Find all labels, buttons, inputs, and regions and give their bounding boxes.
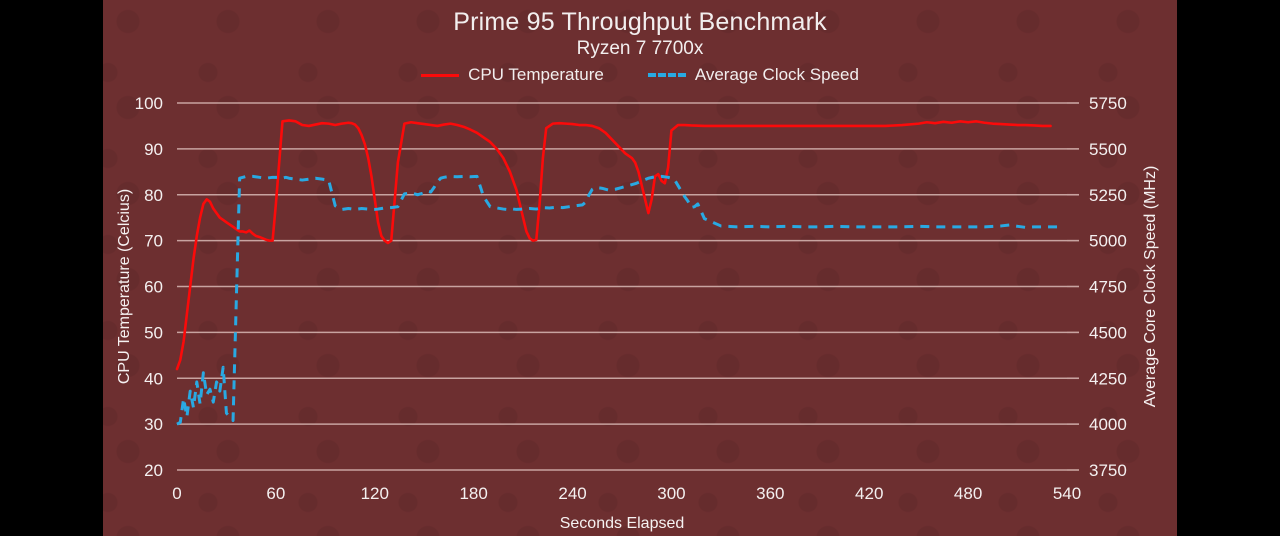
right-axis-ticks: 3750 4000 4250 4500 4750 5000 5250 5500 5750 xyxy=(1067,94,1127,480)
y-axis-left-tick-label: 50 xyxy=(144,323,163,342)
y-axis-left-tick-label: 90 xyxy=(144,140,163,159)
plot-area: 20 30 40 50 60 70 80 90 100 3750 4000 4250 4500 4750… xyxy=(103,0,1177,536)
x-axis-tick-label: 480 xyxy=(954,484,982,503)
y-axis-left-tick-label: 20 xyxy=(144,461,163,480)
y-axis-left-tick-label: 70 xyxy=(144,232,163,251)
y-axis-right-tick-label: 3750 xyxy=(1089,461,1127,480)
series-layer xyxy=(175,119,1059,426)
x-axis-ticks: 0 60 120 180 240 300 360 420 480 540 xyxy=(172,484,1081,503)
legend-swatch-solid-icon xyxy=(421,73,460,77)
chart-subtitle: Ryzen 7 7700x xyxy=(576,38,704,59)
x-axis-tick-label: 0 xyxy=(172,484,181,503)
y-axis-right-tick-label: 5750 xyxy=(1089,94,1127,113)
y-axis-right-tick-label: 4250 xyxy=(1089,369,1127,388)
x-axis-tick-label: 120 xyxy=(361,484,389,503)
y-axis-right-tick-label: 5500 xyxy=(1089,140,1127,159)
plot-svg: 20 30 40 50 60 70 80 90 100 3750 4000 4250 4500 4750… xyxy=(116,94,1159,532)
x-axis-tick-label: 420 xyxy=(855,484,883,503)
y-axis-right-tick-label: 4750 xyxy=(1089,278,1127,297)
y-axis-right-tick-label: 4000 xyxy=(1089,415,1127,434)
chart-legend: CPU Temperature Average Clock Speed xyxy=(103,65,1177,85)
series-line-average-clock-speed xyxy=(176,174,1059,426)
legend-label-average-clock-speed: Average Clock Speed xyxy=(694,65,859,84)
chart-canvas: Prime 95 Throughput Benchmark Ryzen 7 77… xyxy=(103,0,1177,536)
y-axis-left-title: CPU Temperature (Celcius) xyxy=(116,189,133,384)
y-axis-right-tick-label: 5000 xyxy=(1089,232,1127,251)
y-axis-right-title: Average Core Clock Speed (MHz) xyxy=(1142,166,1159,408)
x-axis-tick-label: 540 xyxy=(1053,484,1081,503)
legend-item-cpu-temperature[interactable]: CPU Temperature xyxy=(421,65,604,85)
legend-label-cpu-temperature: CPU Temperature xyxy=(468,65,604,84)
legend-swatch-dashed-icon xyxy=(647,73,686,77)
series-line-cpu-temperature xyxy=(175,119,1052,371)
left-axis-ticks: 20 30 40 50 60 70 80 90 100 xyxy=(135,94,163,480)
gridlines xyxy=(177,102,1067,471)
y-axis-left-tick-label: 100 xyxy=(135,94,163,113)
x-axis-tick-label: 300 xyxy=(657,484,685,503)
y-axis-right-tick-label: 4500 xyxy=(1089,323,1127,342)
y-axis-left-tick-label: 60 xyxy=(144,278,163,297)
y-axis-left-tick-label: 30 xyxy=(144,415,163,434)
x-axis-tick-label: 60 xyxy=(266,484,285,503)
y-axis-right-tick-label: 5250 xyxy=(1089,186,1127,205)
legend-item-average-clock-speed[interactable]: Average Clock Speed xyxy=(647,65,859,85)
y-axis-left-tick-label: 40 xyxy=(144,369,163,388)
chart-title: Prime 95 Throughput Benchmark xyxy=(453,8,827,36)
x-axis-title: Seconds Elapsed xyxy=(560,515,685,532)
x-axis-tick-label: 180 xyxy=(459,484,487,503)
y-axis-left-tick-label: 80 xyxy=(144,186,163,205)
x-axis-tick-label: 240 xyxy=(558,484,586,503)
x-axis-tick-label: 360 xyxy=(756,484,784,503)
